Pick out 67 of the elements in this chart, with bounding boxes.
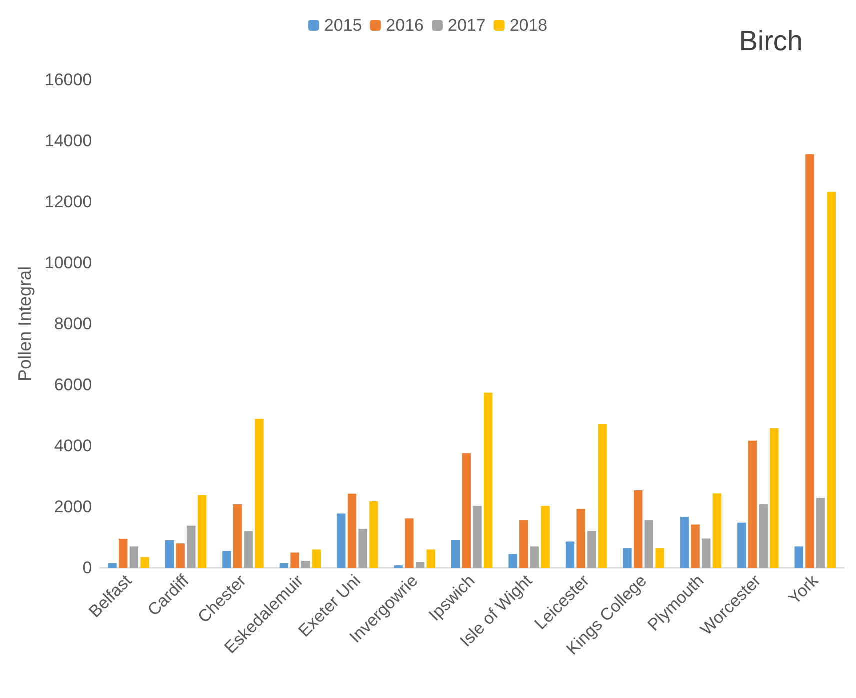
bar — [530, 546, 540, 568]
bar — [566, 542, 575, 568]
y-tick-label: 0 — [82, 558, 92, 578]
bar — [370, 502, 378, 568]
x-tick-label: York — [785, 570, 822, 608]
bar — [484, 392, 493, 568]
bar — [108, 563, 117, 568]
y-tick-label: 16000 — [44, 70, 92, 90]
bar — [541, 506, 550, 568]
bar — [140, 557, 150, 568]
bar — [759, 504, 768, 568]
bar — [119, 539, 128, 568]
bar — [165, 540, 174, 568]
bar — [187, 526, 196, 568]
legend-label: 2018 — [510, 16, 548, 35]
bar — [806, 154, 814, 568]
bar — [623, 548, 632, 568]
bar — [588, 531, 596, 568]
bar — [130, 546, 139, 568]
bar — [198, 495, 207, 568]
y-tick-label: 6000 — [54, 376, 92, 394]
bar — [576, 509, 586, 568]
bar — [508, 554, 518, 568]
bar — [426, 550, 436, 568]
y-tick-label: 12000 — [44, 192, 92, 212]
bar — [634, 490, 643, 568]
chart-title: Birch — [739, 26, 804, 56]
bar — [302, 560, 310, 568]
bar — [358, 528, 368, 568]
bar — [416, 562, 425, 568]
bar — [290, 552, 300, 568]
bar — [656, 548, 664, 568]
bar — [738, 522, 746, 568]
bar — [712, 494, 722, 568]
bar — [405, 518, 414, 568]
bar — [598, 424, 608, 568]
bar — [520, 520, 528, 568]
bar — [244, 531, 253, 568]
bar — [770, 428, 779, 568]
bar — [280, 563, 289, 568]
bar — [176, 544, 185, 568]
y-tick-label: 4000 — [54, 436, 92, 456]
bar — [255, 419, 264, 568]
legend-label: 2016 — [386, 16, 424, 35]
y-tick-label: 10000 — [44, 254, 92, 272]
y-tick-label: 14000 — [44, 132, 92, 150]
bar — [816, 498, 826, 568]
bar — [337, 514, 346, 568]
bar — [691, 524, 700, 568]
bar — [451, 540, 460, 568]
bar — [348, 494, 357, 568]
bar — [473, 506, 482, 568]
bar — [222, 551, 232, 568]
y-axis-title: Pollen Integral — [15, 266, 35, 382]
bar — [312, 550, 322, 568]
bar — [827, 192, 836, 568]
bar — [462, 453, 471, 568]
bar — [748, 440, 758, 568]
legend-label: 2017 — [448, 16, 486, 35]
legend-label: 2015 — [324, 16, 362, 35]
bar — [644, 520, 654, 568]
bar — [702, 538, 711, 568]
y-tick-label: 2000 — [54, 498, 92, 516]
bar — [680, 517, 690, 568]
bar — [233, 504, 242, 568]
bar — [794, 546, 804, 568]
y-tick-label: 8000 — [54, 314, 92, 334]
